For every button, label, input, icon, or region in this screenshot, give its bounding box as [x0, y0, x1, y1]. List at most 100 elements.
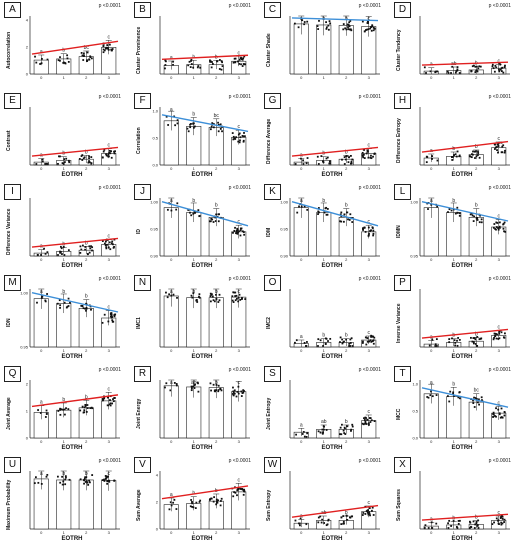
data-point: [306, 432, 309, 435]
data-point: [62, 480, 65, 483]
data-point: [105, 246, 108, 248]
data-point: [216, 501, 219, 504]
data-point: [325, 21, 327, 24]
data-point: [113, 238, 116, 241]
data-point: [241, 297, 243, 300]
data-point: [110, 150, 112, 153]
data-point: [348, 345, 350, 347]
data-point: [350, 160, 353, 163]
data-point: [211, 61, 213, 63]
trend-line: [421, 387, 509, 408]
data-point: [176, 202, 179, 205]
data-point: [369, 339, 372, 342]
data-point: [41, 158, 44, 161]
data-point: [221, 61, 223, 64]
data-point: [498, 332, 501, 335]
data-point: [328, 20, 331, 23]
panel-letter: V: [134, 457, 151, 473]
data-point: [173, 382, 176, 384]
data-point: [106, 47, 109, 50]
significance-letter: b: [192, 112, 195, 118]
data-point: [34, 476, 37, 479]
data-point: [365, 29, 367, 31]
data-point: [243, 488, 245, 491]
data-point: [175, 384, 178, 387]
data-point: [209, 128, 212, 131]
data-point: [454, 153, 457, 156]
data-point: [317, 28, 320, 30]
data-point: [456, 150, 459, 153]
data-point: [476, 336, 479, 338]
data-point: [302, 163, 305, 165]
data-point: [303, 21, 306, 23]
data-point: [447, 72, 450, 74]
data-point: [481, 399, 483, 402]
data-point: [173, 115, 176, 118]
data-point: [342, 28, 345, 31]
data-point: [494, 148, 496, 150]
data-point: [323, 211, 326, 214]
plot-area: 1.00 0.95 a 0 b 1 b 2 c 3: [410, 197, 510, 262]
data-point: [65, 407, 67, 410]
data-point: [501, 515, 504, 518]
data-point: [346, 23, 349, 26]
data-point: [113, 150, 115, 153]
trend-line: [291, 504, 379, 518]
data-point: [172, 60, 174, 63]
data-point: [469, 155, 472, 158]
data-point: [197, 390, 200, 393]
data-point: [46, 58, 49, 61]
data-point: [186, 127, 189, 130]
data-point: [500, 70, 503, 73]
data-point: [212, 383, 215, 386]
data-point: [108, 241, 111, 244]
data-point: [325, 429, 328, 431]
x-tick-label: 2: [85, 75, 88, 80]
significance-letter: b: [85, 471, 88, 477]
data-point: [458, 214, 461, 217]
x-axis-label: EOTRH: [191, 354, 213, 360]
y-tick-label: 0: [156, 527, 159, 532]
data-point: [41, 295, 44, 298]
data-point: [88, 479, 90, 482]
data-point: [232, 391, 235, 394]
data-point: [174, 124, 177, 127]
data-point: [343, 426, 346, 429]
data-point: [349, 345, 352, 347]
data-point: [81, 304, 84, 307]
data-point: [492, 338, 495, 341]
significance-letter: b: [452, 381, 455, 387]
data-point: [476, 525, 479, 527]
data-point: [108, 152, 111, 155]
data-point: [372, 342, 375, 345]
panel-letter: E: [4, 93, 21, 109]
data-point: [366, 22, 369, 24]
x-tick-label: 2: [475, 257, 478, 262]
data-point: [101, 156, 104, 159]
data-point: [370, 334, 373, 337]
data-point: [219, 128, 222, 130]
data-point: [241, 230, 244, 233]
data-point: [187, 64, 190, 67]
data-point: [59, 250, 61, 253]
data-point: [172, 501, 175, 504]
data-point: [67, 60, 70, 63]
y-tick-label: 0: [26, 436, 29, 441]
x-tick-label: 3: [498, 75, 501, 80]
data-point: [59, 155, 61, 158]
data-point: [68, 161, 71, 164]
data-point: [491, 65, 494, 68]
x-tick-label: 3: [238, 75, 241, 80]
data-point: [323, 522, 326, 524]
data-point: [340, 523, 343, 526]
data-point: [344, 158, 347, 161]
data-point: [361, 154, 364, 157]
p-value: p <0.0001: [488, 458, 511, 464]
data-point: [213, 389, 216, 392]
p-value: p <0.0001: [98, 185, 121, 191]
data-point: [303, 23, 306, 26]
data-point: [362, 153, 365, 156]
data-point: [86, 51, 89, 54]
